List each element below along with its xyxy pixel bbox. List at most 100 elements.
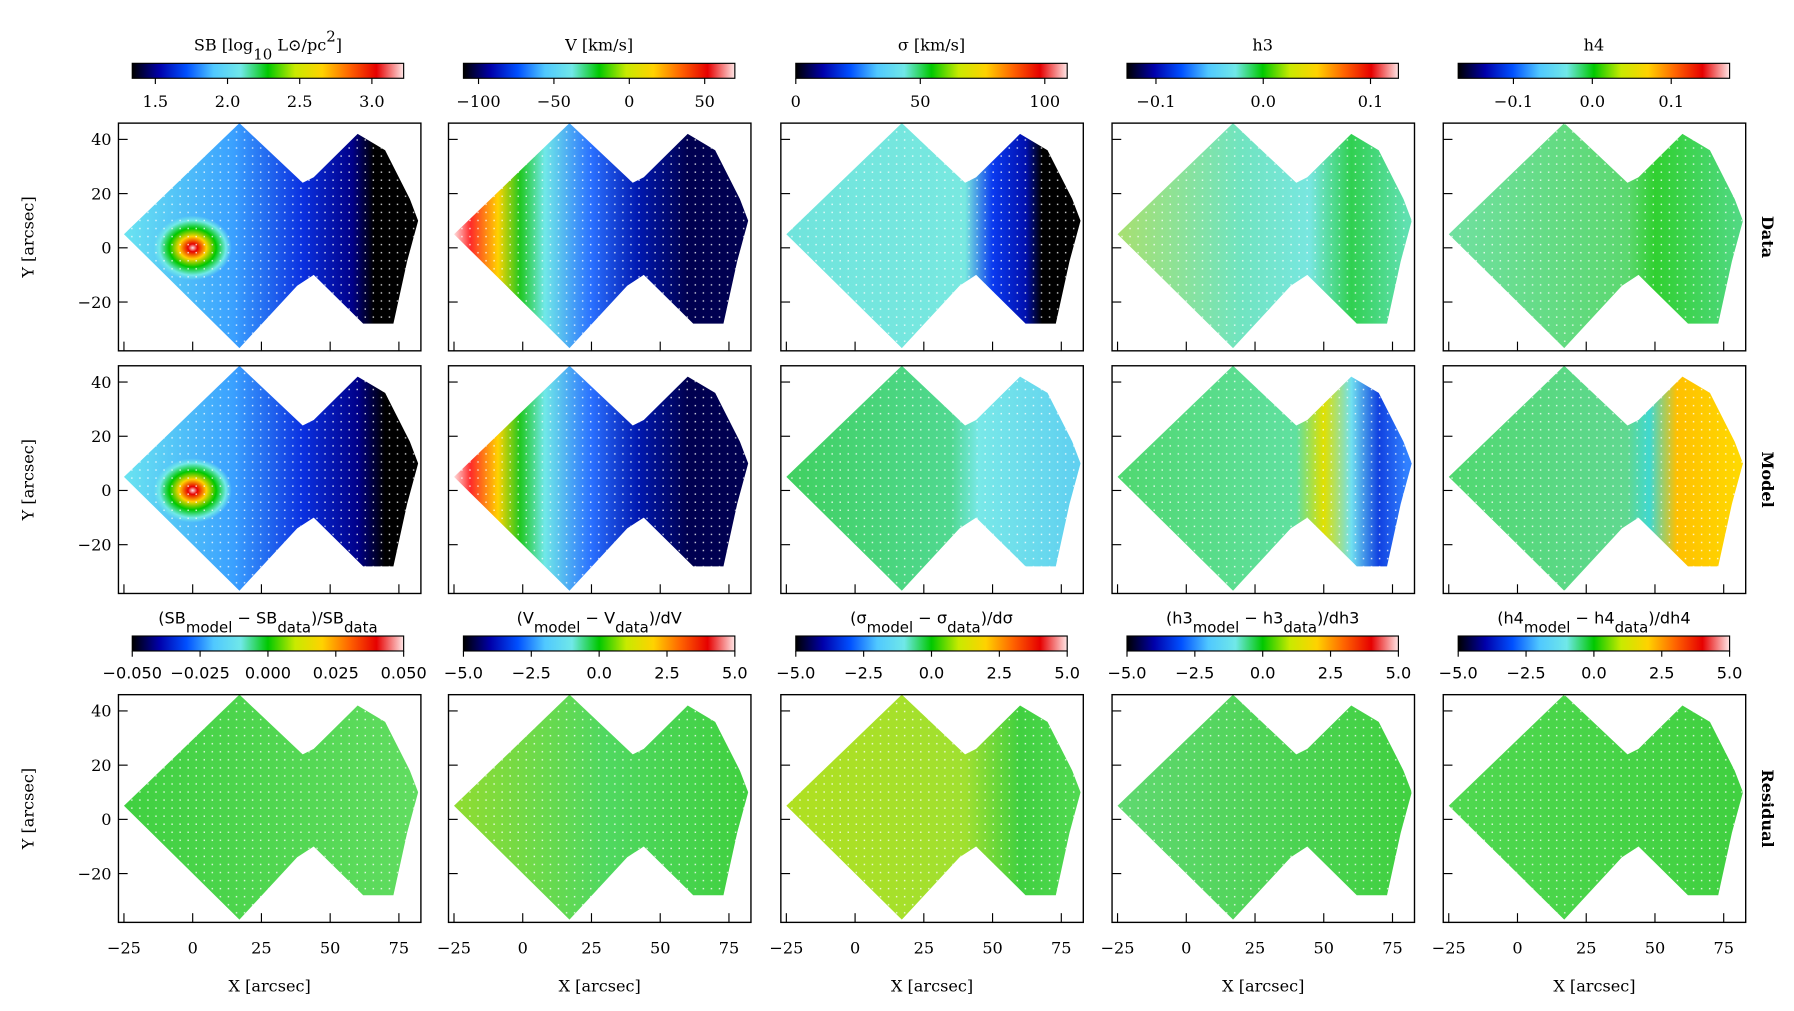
label-segment: data: [277, 618, 311, 636]
colorbar-tick-label: 0.1: [1358, 92, 1384, 111]
x-axis-label: X [arcsec]: [891, 976, 973, 995]
x-axis-label: X [arcsec]: [1553, 976, 1635, 995]
colorbar-label: h3: [1252, 36, 1273, 55]
map: [123, 123, 419, 349]
map-dots: [786, 123, 1081, 349]
colorbar-tick-label: 2.5: [287, 92, 313, 111]
label-segment: model: [186, 618, 233, 636]
colorbar-tick-label: 0.0: [1581, 664, 1607, 683]
x-tick-label: 50: [1314, 938, 1334, 957]
colorbar: [131, 635, 405, 652]
map-dots: [1448, 365, 1743, 591]
colorbar-tick-label: −2.5: [512, 664, 551, 683]
map-dots: [123, 123, 419, 349]
colorbar-tick-label: 0.0: [919, 664, 945, 683]
label-segment: ]: [336, 36, 342, 55]
x-tick-label: −25: [769, 938, 803, 957]
colorbar: [1457, 635, 1731, 652]
map-dots: [454, 365, 749, 591]
label-segment: − V: [580, 608, 615, 627]
colorbar-tick-label: 2.5: [987, 664, 1013, 683]
y-tick-label: 40: [91, 702, 111, 721]
map-dots: [1448, 123, 1743, 349]
colorbar-tick-label: 5.0: [1386, 664, 1412, 683]
colorbar-label: V [km/s]: [564, 36, 633, 55]
x-tick-label: −25: [1432, 938, 1466, 957]
label-segment: (σ: [850, 608, 866, 627]
colorbar-tick-label: 0: [791, 92, 801, 111]
y-tick-label: 0: [101, 239, 111, 258]
y-tick-label: 20: [91, 756, 111, 775]
y-tick-label: −20: [78, 864, 112, 883]
label-segment: − SB: [232, 608, 277, 627]
colorbar-tick-label: 0.0: [1580, 92, 1606, 111]
label-segment: (SB: [158, 608, 186, 627]
x-tick-label: 0: [518, 938, 528, 957]
y-tick-label: 0: [101, 481, 111, 500]
label-segment: σ [km/s]: [898, 36, 965, 55]
colorbar-label: (h4model − h4data)/dh4: [1497, 608, 1690, 636]
x-tick-label: 50: [1645, 938, 1665, 957]
x-tick-label: 25: [1245, 938, 1265, 957]
colorbar-tick-label: 2.0: [215, 92, 241, 111]
map: [786, 694, 1081, 920]
x-tick-label: 0: [1181, 938, 1191, 957]
colorbar-tick-label: 5.0: [1054, 664, 1080, 683]
map: [454, 694, 749, 920]
panel-frame: [117, 693, 422, 924]
x-tick-label: −25: [1101, 938, 1135, 957]
panel-frame: [447, 693, 752, 924]
x-axis-label: X [arcsec]: [1222, 976, 1304, 995]
colorbar-tick-label: 0.025: [313, 664, 359, 683]
x-tick-label: 0: [1512, 938, 1522, 957]
x-tick-label: 25: [1576, 938, 1596, 957]
x-tick-label: 50: [320, 938, 340, 957]
label-segment: )/dh4: [1648, 608, 1690, 627]
x-tick-label: 75: [1051, 938, 1071, 957]
x-tick-label: 25: [581, 938, 601, 957]
colorbar-tick-label: −2.5: [1507, 664, 1546, 683]
x-tick-label: 75: [1382, 938, 1402, 957]
label-segment: model: [867, 618, 914, 636]
row-label: Residual: [1758, 769, 1777, 847]
colorbar-tick-label: 100: [1029, 92, 1060, 111]
colorbar-tick-label: −5.0: [1439, 664, 1478, 683]
panel-frame: [447, 365, 752, 595]
colorbar-label: (SBmodel − SBdata)/SBdata: [158, 608, 377, 636]
label-segment: 2: [326, 28, 336, 46]
colorbar: [131, 62, 405, 79]
label-segment: )/dσ: [981, 608, 1013, 627]
label-segment: h4: [1584, 36, 1605, 55]
y-tick-label: −20: [78, 535, 112, 554]
label-segment: )/dV: [649, 608, 682, 627]
map-dots: [123, 365, 419, 591]
label-segment: )/SB: [311, 608, 344, 627]
colorbar-tick-label: 2.5: [654, 664, 680, 683]
panel-frame: [1111, 122, 1416, 352]
label-segment: )/dh3: [1317, 608, 1359, 627]
colorbar-tick-label: −5.0: [1107, 664, 1146, 683]
colorbar: [1126, 635, 1399, 652]
y-tick-label: 0: [101, 810, 111, 829]
label-segment: data: [1283, 618, 1317, 636]
map-dots: [1117, 694, 1412, 920]
map-dots: [454, 694, 749, 920]
map: [1448, 123, 1743, 349]
colorbar-tick-label: 5.0: [1717, 664, 1743, 683]
label-segment: SB [log: [194, 36, 253, 55]
panel-frame: [117, 122, 422, 352]
label-segment: (h4: [1497, 608, 1524, 627]
row-label: Data: [1758, 216, 1777, 259]
colorbar-tick-label: −5.0: [444, 664, 483, 683]
colorbar-label: SB [log10 L⊙/pc2]: [194, 28, 342, 64]
x-tick-label: 75: [389, 938, 409, 957]
panel-frame: [780, 122, 1084, 352]
x-tick-label: 50: [650, 938, 670, 957]
y-axis-label: Y [arcsec]: [18, 196, 37, 278]
x-tick-label: 25: [914, 938, 934, 957]
label-segment: V [km/s]: [564, 36, 633, 55]
y-tick-label: 20: [91, 184, 111, 203]
x-axis-label: X [arcsec]: [229, 976, 311, 995]
colorbar-tick-label: 0.0: [1250, 92, 1276, 111]
x-tick-label: −25: [107, 938, 141, 957]
